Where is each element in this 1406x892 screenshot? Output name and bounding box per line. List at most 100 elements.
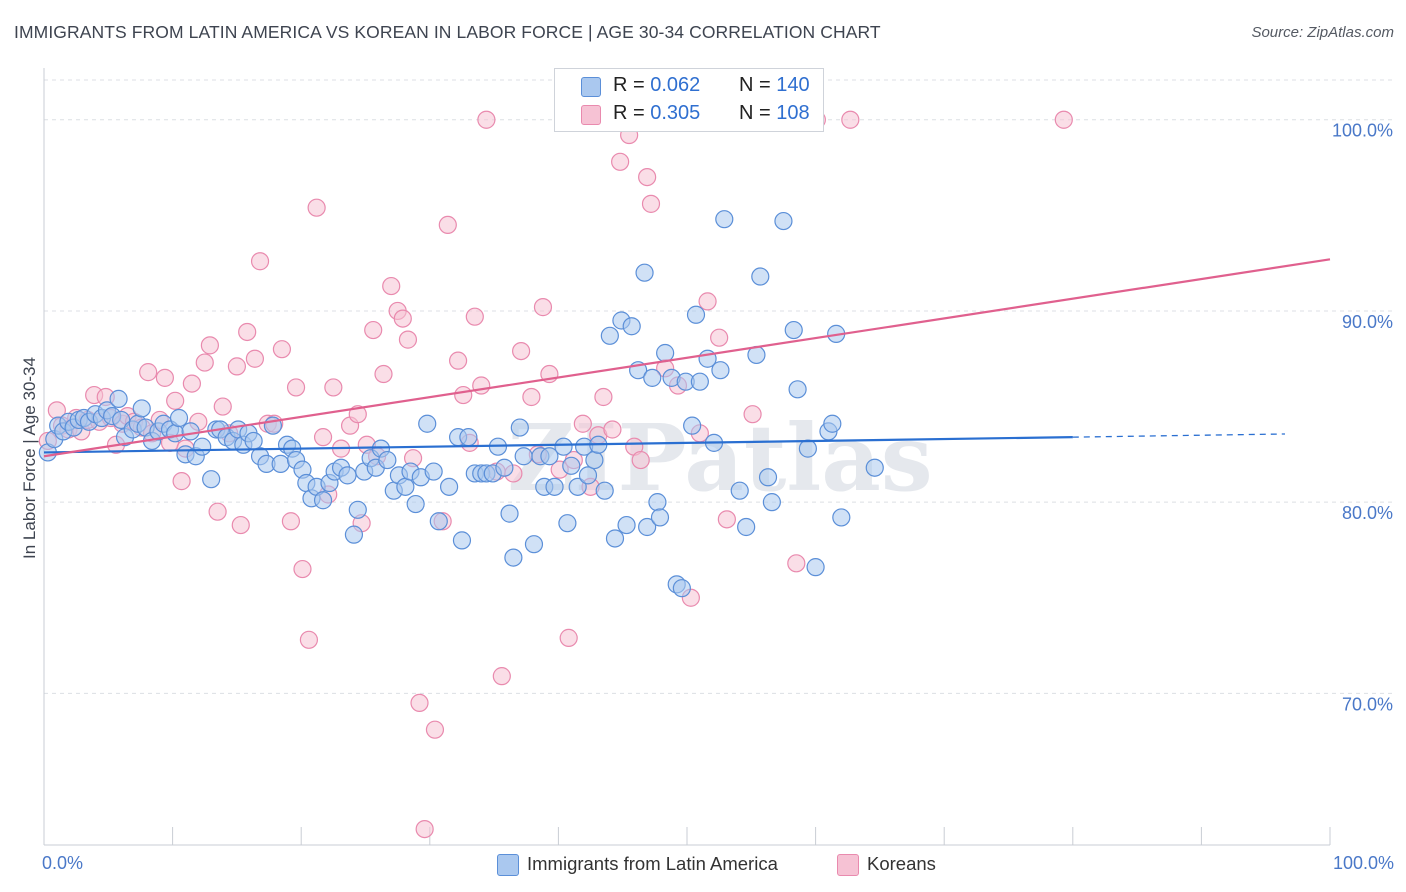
- latin-america-point: [439, 477, 459, 496]
- latin-america-point: [540, 447, 559, 466]
- korean-point: [787, 554, 806, 573]
- korean-point: [841, 110, 860, 129]
- latin-america-point: [656, 343, 675, 363]
- latin-america-point: [638, 517, 657, 537]
- legend-swatch-blue: [497, 854, 519, 876]
- latin-america-point: [271, 454, 290, 473]
- latin-america-point: [181, 422, 200, 441]
- korean-point: [245, 349, 265, 368]
- korean-point: [454, 385, 473, 405]
- legend-n-value: 140: [776, 74, 810, 96]
- chart-title: IMMIGRANTS FROM LATIN AMERICA VS KOREAN …: [14, 22, 881, 42]
- korean-point: [472, 376, 491, 395]
- latin-america-point: [683, 416, 702, 435]
- korean-point: [393, 309, 412, 328]
- korean-point: [603, 420, 622, 439]
- korean-point: [208, 502, 227, 521]
- korean-point: [638, 168, 657, 187]
- korean-point: [448, 351, 468, 370]
- source-credit: Source: ZipAtlas.com: [1251, 24, 1394, 41]
- latin-america-point: [672, 579, 691, 598]
- latin-america-point: [132, 399, 151, 418]
- latin-america-point: [418, 414, 437, 433]
- korean-point: [195, 353, 214, 372]
- latin-america-point: [784, 320, 803, 340]
- latin-america-point: [730, 481, 749, 500]
- latin-america-point: [643, 368, 662, 387]
- latin-america-point: [737, 517, 756, 537]
- latin-america-point: [429, 512, 448, 531]
- korean-point: [1054, 110, 1073, 129]
- latin-america-point: [510, 418, 529, 437]
- latin-america-point: [832, 508, 851, 527]
- korean-point: [573, 414, 592, 433]
- latin-america-trend-extension: [1072, 433, 1285, 438]
- latin-america-point: [585, 450, 604, 470]
- legend-label-koreans: Koreans: [867, 853, 936, 874]
- korean-point: [293, 559, 312, 579]
- latin-america-point: [193, 437, 212, 456]
- y-tick-label: 90.0%: [1342, 312, 1393, 332]
- latin-america-point: [617, 515, 636, 535]
- legend-label-latin-america: Immigrants from Latin America: [527, 853, 778, 874]
- latin-america-point: [558, 514, 577, 533]
- legend-r-label: R =: [613, 102, 645, 124]
- korean-point: [382, 276, 401, 296]
- y-tick-label: 70.0%: [1342, 694, 1393, 714]
- latin-america-point: [344, 525, 364, 544]
- korean-point: [313, 428, 333, 447]
- korean-point: [172, 472, 191, 491]
- latin-america-point: [338, 466, 357, 485]
- latin-america-point: [600, 326, 619, 345]
- legend-r-label: R =: [613, 74, 645, 96]
- latin-america-point: [459, 428, 478, 447]
- korean-point: [238, 322, 257, 342]
- latin-america-trend-line: [43, 436, 1073, 454]
- latin-america-point: [798, 439, 817, 458]
- korean-point: [374, 364, 393, 384]
- korean-point: [522, 387, 541, 407]
- korean-point: [231, 515, 250, 535]
- x-tick-label-max: 100.0%: [1332, 853, 1394, 873]
- korean-point: [398, 330, 418, 349]
- latin-america-point: [524, 535, 544, 554]
- latin-america-point: [514, 447, 533, 466]
- korean-point: [559, 628, 578, 647]
- korean-point: [364, 320, 383, 340]
- latin-america-point: [500, 504, 519, 523]
- korean-point: [307, 198, 326, 217]
- korean-trend-line: [43, 258, 1331, 458]
- korean-point: [286, 378, 306, 397]
- latin-america-point: [554, 437, 573, 456]
- stats-legend: R = 0.062 N = 140 R = 0.305 N = 108: [554, 68, 824, 132]
- korean-point: [200, 336, 219, 355]
- latin-america-point: [169, 408, 189, 428]
- legend-n-label: N =: [739, 74, 771, 96]
- korean-point: [139, 363, 158, 382]
- korean-point: [250, 252, 270, 271]
- korean-point: [166, 391, 185, 410]
- latin-america-point: [690, 372, 709, 391]
- legend-row-koreans: R = 0.305 N = 108: [555, 99, 823, 129]
- latin-america-point: [823, 414, 842, 433]
- latin-america-point: [758, 468, 778, 487]
- x-tick-label-min: 0.0%: [42, 853, 84, 873]
- latin-america-point: [595, 481, 614, 500]
- latin-america-point: [424, 462, 443, 481]
- legend-r-value: 0.062: [650, 74, 701, 96]
- latin-america-point: [774, 211, 793, 231]
- korean-point: [415, 819, 434, 839]
- latin-america-point: [202, 470, 221, 489]
- latin-america-point: [545, 477, 564, 496]
- latin-america-point: [751, 267, 770, 286]
- korean-point: [299, 630, 319, 649]
- legend-r-value: 0.305: [650, 102, 701, 124]
- korean-point: [641, 194, 661, 213]
- latin-america-point: [806, 558, 825, 577]
- latin-america-point: [578, 466, 598, 485]
- latin-america-point: [605, 529, 625, 548]
- korean-point: [477, 110, 496, 129]
- korean-point: [425, 720, 445, 739]
- korean-point: [717, 510, 736, 529]
- legend-n-label: N =: [739, 102, 771, 124]
